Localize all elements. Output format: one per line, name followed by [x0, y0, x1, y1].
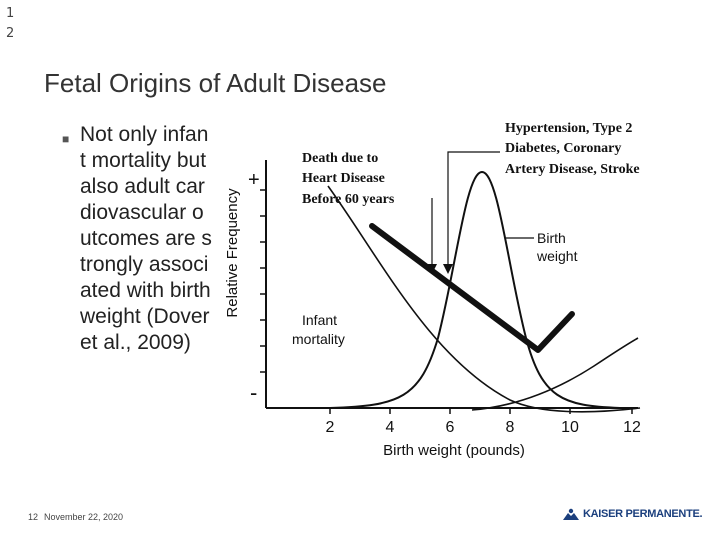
- x-axis-ticks: [329, 408, 633, 414]
- birth-weight-label-line-2: weight: [536, 248, 578, 264]
- heart-disease-line: [369, 223, 575, 353]
- hypertension-arrow-head: [443, 264, 453, 274]
- annotation-death-line-3: Before 60 years: [302, 192, 395, 207]
- kaiser-permanente-logo: KAISER PERMANENTE.: [562, 507, 703, 521]
- logo-text: KAISER PERMANENTE.: [583, 508, 703, 520]
- hypertension-arrow-line: [447, 151, 500, 266]
- footer-date: November 22, 2020: [44, 512, 124, 522]
- annotation-hypertension-line-2: Diabetes, Coronary: [505, 141, 621, 156]
- infant-mortality-label-line-2: mortality: [292, 331, 345, 347]
- slide-number: 12: [28, 512, 39, 522]
- annotation-hypertension-line-1: Hypertension, Type 2: [505, 121, 632, 136]
- y-minus-marker: -: [250, 380, 257, 405]
- infant-mortality-label-line-1: Infant: [302, 312, 337, 328]
- infant-mortality-curve: [327, 185, 641, 413]
- y-plus-marker: +: [248, 169, 260, 191]
- bullet-point: ■ Not only infant mortality but also adu…: [62, 122, 212, 356]
- birth-weight-figure: Relative Frequency + - 2 4 6 8 10 12 Bir…: [224, 121, 641, 459]
- birth-weight-curve: [329, 170, 621, 409]
- line-number-1: 1: [6, 6, 15, 21]
- x-axis-label: Birth weight (pounds): [383, 442, 525, 459]
- x-tick-label: 8: [506, 419, 515, 436]
- annotation-death-line-2: Heart Disease: [302, 171, 385, 186]
- x-tick-label: 6: [446, 419, 455, 436]
- annotation-hypertension-line-3: Artery Disease, Stroke: [505, 162, 640, 177]
- adult-disease-curve: [471, 337, 639, 411]
- y-axis-label: Relative Frequency: [224, 188, 241, 318]
- slide-title: Fetal Origins of Adult Disease: [44, 68, 387, 98]
- bullet-text: Not only infant mortality but also adult…: [80, 123, 212, 354]
- y-axis-ticks: [260, 189, 266, 373]
- bullet-square-icon: ■: [62, 132, 70, 146]
- death-arrow-head: [427, 264, 437, 274]
- annotation-death-line-1: Death due to: [302, 151, 378, 166]
- x-tick-label: 2: [326, 419, 335, 436]
- birth-weight-label-line-1: Birth: [537, 230, 566, 246]
- x-tick-label: 4: [386, 419, 395, 436]
- x-tick-label: 10: [561, 419, 579, 436]
- line-number-2: 2: [6, 26, 15, 41]
- kaiser-logo-icon: [563, 508, 579, 520]
- x-tick-label: 12: [623, 419, 641, 436]
